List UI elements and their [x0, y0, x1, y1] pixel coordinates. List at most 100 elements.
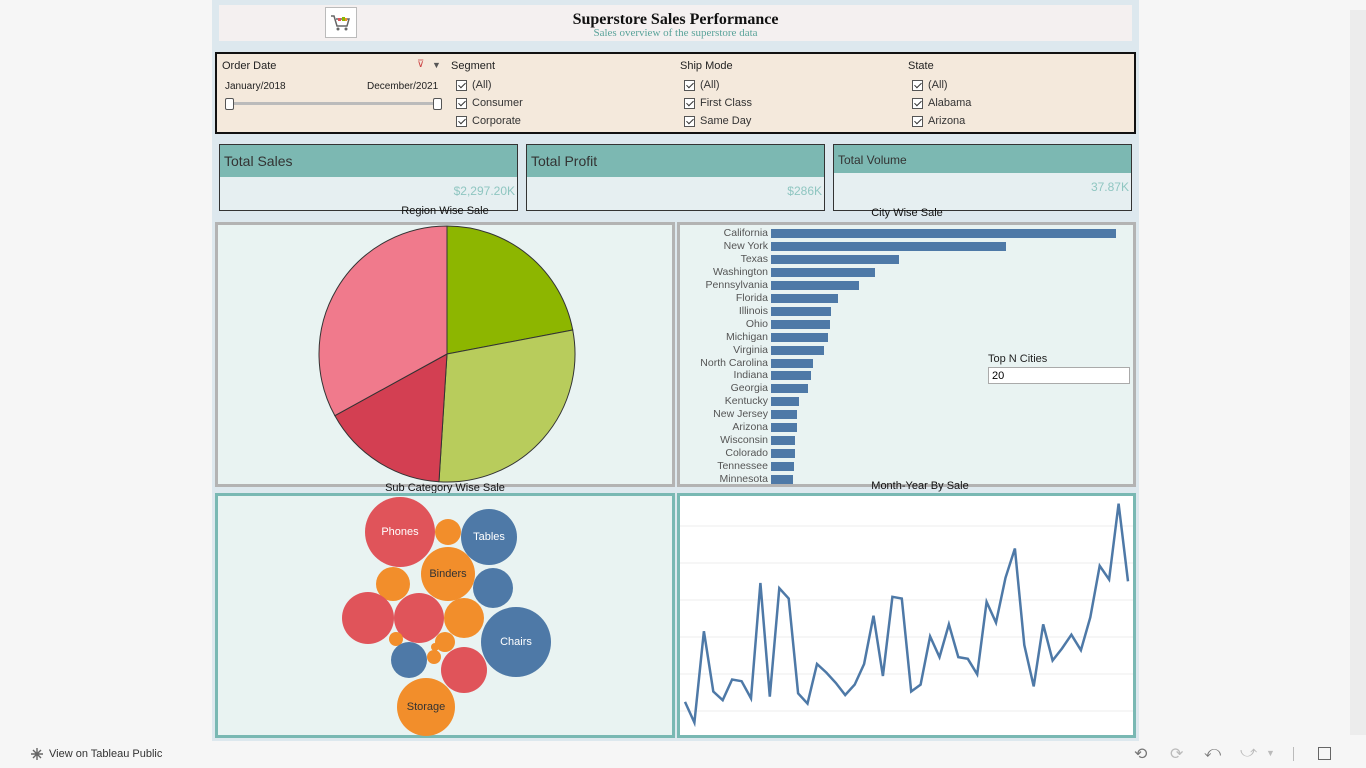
ship-mode-option[interactable]: (All): [684, 79, 720, 91]
city-bar[interactable]: [771, 436, 796, 446]
city-bar[interactable]: [771, 254, 900, 264]
kpi-label: Total Profit: [527, 145, 824, 177]
checkbox-icon[interactable]: [912, 115, 923, 127]
city-bar[interactable]: [771, 397, 799, 407]
view-on-tableau-link[interactable]: View on Tableau Public: [30, 747, 162, 761]
ship-mode-option[interactable]: First Class: [684, 97, 752, 109]
region-pie-chart[interactable]: [218, 225, 672, 484]
toolbar-divider: [1293, 747, 1294, 761]
bubble[interactable]: [389, 632, 403, 646]
checkbox-icon[interactable]: [684, 97, 695, 109]
sales-line[interactable]: [683, 503, 1130, 728]
city-label: Georgia: [730, 382, 768, 395]
state-option[interactable]: (All): [912, 79, 948, 91]
checkbox-icon[interactable]: [684, 115, 695, 127]
segment-option[interactable]: Consumer: [456, 97, 523, 109]
city-chart-title: City Wise Sale: [871, 207, 943, 219]
dropdown-icon[interactable]: ▼: [1266, 748, 1275, 758]
checkbox-icon[interactable]: [456, 97, 467, 109]
pie-slice[interactable]: [334, 353, 448, 483]
city-label: Virginia: [733, 343, 768, 356]
bubble[interactable]: [444, 598, 484, 638]
date-slider-track[interactable]: [229, 102, 439, 105]
bubble-phones[interactable]: Phones: [365, 497, 435, 567]
bubble[interactable]: [394, 593, 444, 643]
city-bar[interactable]: [771, 371, 811, 381]
tableau-logo-icon: [31, 748, 43, 760]
city-label: Texas: [740, 252, 768, 265]
city-label: Illinois: [738, 304, 768, 317]
city-bar[interactable]: [771, 410, 798, 420]
city-label: Colorado: [725, 447, 768, 460]
city-bar[interactable]: [771, 319, 830, 329]
kpi-value: 37.87K: [1090, 180, 1129, 194]
pie-slice[interactable]: [438, 329, 576, 483]
city-bar[interactable]: [771, 332, 829, 342]
city-bar[interactable]: [771, 280, 860, 290]
city-bar[interactable]: [771, 423, 798, 433]
city-bar[interactable]: [771, 293, 839, 303]
subcategory-bubble-chart[interactable]: Phones Tables Binders Chairs Storage: [218, 496, 672, 736]
checkbox-icon[interactable]: [456, 115, 467, 127]
bubble[interactable]: [431, 643, 439, 651]
refresh-icon[interactable]: ⤻: [1240, 744, 1258, 761]
bubble[interactable]: [391, 642, 427, 678]
page-subtitle: Sales overview of the superstore data: [593, 27, 758, 39]
date-slider-end-handle[interactable]: [433, 98, 442, 110]
segment-option[interactable]: Corporate: [456, 115, 521, 127]
bubble[interactable]: [435, 519, 461, 545]
shopping-cart-icon: [325, 7, 357, 38]
state-option[interactable]: Alabama: [912, 97, 971, 109]
state-title: State: [908, 60, 934, 72]
redo-icon[interactable]: ⟳: [1170, 746, 1184, 763]
pie-slice[interactable]: [446, 225, 574, 355]
month-chart-title: Month-Year By Sale: [871, 480, 969, 492]
pie-slice[interactable]: [318, 225, 448, 417]
city-bar[interactable]: [771, 229, 1116, 238]
city-label: Arizona: [732, 421, 768, 434]
city-bar[interactable]: [771, 449, 796, 459]
bubble[interactable]: [435, 632, 455, 652]
kpi-label: Total Sales: [220, 145, 517, 177]
city-bar[interactable]: [771, 241, 1006, 251]
state-option[interactable]: Arizona: [912, 115, 965, 127]
ship-mode-option[interactable]: Same Day: [684, 115, 751, 127]
kpi-total-volume: Total Volume 37.87K: [833, 144, 1132, 211]
vertical-scrollbar[interactable]: [1350, 10, 1366, 735]
clear-filter-icon[interactable]: ⊽: [417, 59, 425, 70]
bubble-binders[interactable]: Binders: [421, 547, 475, 601]
month-line-chart[interactable]: [680, 496, 1133, 735]
city-bar[interactable]: [771, 358, 813, 368]
city-label: North Carolina: [700, 356, 768, 369]
city-bar[interactable]: [771, 345, 824, 355]
top-n-input[interactable]: [988, 367, 1130, 384]
undo-icon[interactable]: ⟲: [1134, 746, 1148, 763]
checkbox-icon[interactable]: [912, 97, 923, 109]
bubble[interactable]: [427, 650, 441, 664]
city-bar[interactable]: [771, 462, 795, 472]
checkbox-icon[interactable]: [456, 79, 467, 91]
bubble-chairs[interactable]: Chairs: [481, 607, 551, 677]
revert-icon[interactable]: ⤺: [1204, 744, 1222, 761]
city-label: California: [723, 227, 768, 239]
checkbox-icon[interactable]: [912, 79, 923, 91]
city-label: Washington: [712, 265, 768, 278]
city-bar[interactable]: [771, 267, 876, 277]
filter-menu-icon[interactable]: ▼: [432, 60, 441, 70]
city-bar[interactable]: [771, 475, 793, 485]
city-label: Indiana: [733, 369, 768, 382]
fullscreen-icon[interactable]: [1318, 747, 1331, 760]
bubble[interactable]: [473, 568, 513, 608]
bubble-tables[interactable]: Tables: [461, 509, 517, 565]
city-bar[interactable]: [771, 306, 832, 316]
bubble-storage[interactable]: Storage: [397, 678, 455, 736]
checkbox-icon[interactable]: [684, 79, 695, 91]
city-label: New York: [723, 239, 768, 252]
city-axis-labels: California New York Texas Washington Pennsyl…: [680, 225, 768, 485]
city-bar[interactable]: [771, 384, 808, 394]
date-slider-start-handle[interactable]: [225, 98, 234, 110]
bubble[interactable]: [342, 592, 394, 644]
bubble[interactable]: [441, 647, 487, 693]
segment-option[interactable]: (All): [456, 79, 492, 91]
ship-mode-title: Ship Mode: [680, 60, 733, 72]
